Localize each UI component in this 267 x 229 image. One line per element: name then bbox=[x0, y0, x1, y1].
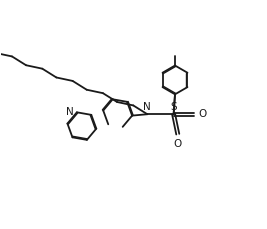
Text: O: O bbox=[174, 139, 182, 149]
Text: O: O bbox=[199, 109, 207, 119]
Text: N: N bbox=[66, 107, 73, 117]
Text: N: N bbox=[143, 102, 151, 112]
Text: S: S bbox=[171, 102, 178, 112]
